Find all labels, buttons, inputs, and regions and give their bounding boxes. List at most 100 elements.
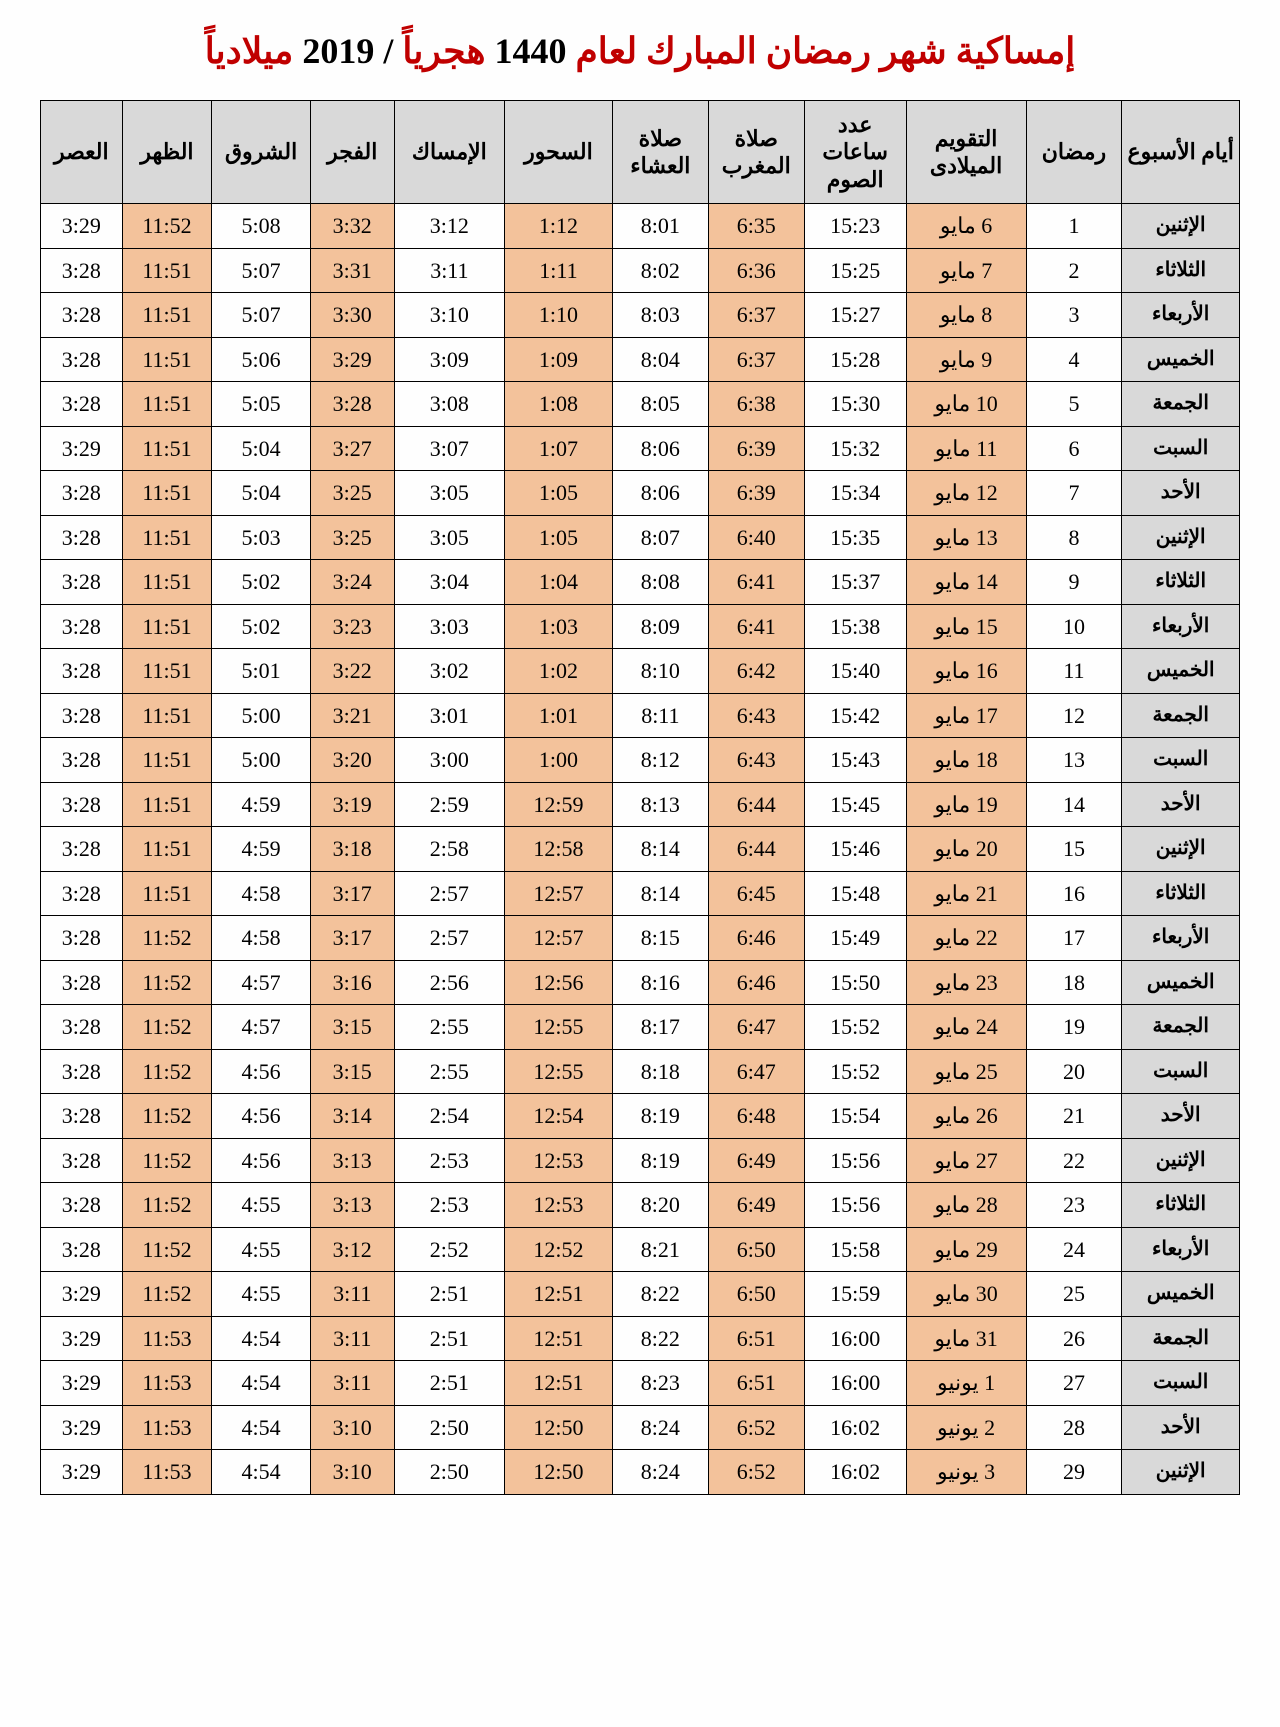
cell-isha: 8:06 xyxy=(612,426,708,471)
column-header: الفجر xyxy=(310,101,394,204)
cell-day: الجمعة xyxy=(1122,1316,1240,1361)
cell-fajr: 3:14 xyxy=(310,1094,394,1139)
cell-fajr: 3:21 xyxy=(310,693,394,738)
cell-imsak: 2:58 xyxy=(394,827,504,872)
table-row: 3:2811:524:563:152:5512:558:186:4715:522… xyxy=(41,1049,1240,1094)
cell-suhoor: 1:05 xyxy=(504,471,612,516)
cell-sunrise: 5:02 xyxy=(212,604,310,649)
cell-sunrise: 5:08 xyxy=(212,204,310,249)
cell-hours: 15:45 xyxy=(804,782,906,827)
cell-dhuhr: 11:51 xyxy=(122,515,212,560)
cell-imsak: 2:50 xyxy=(394,1405,504,1450)
cell-maghrib: 6:40 xyxy=(708,515,804,560)
table-row: 3:2811:514:593:182:5812:588:146:4415:462… xyxy=(41,827,1240,872)
cell-imsak: 3:10 xyxy=(394,293,504,338)
table-row: 3:2811:515:063:293:091:098:046:3715:289 … xyxy=(41,337,1240,382)
cell-hours: 15:35 xyxy=(804,515,906,560)
cell-fajr: 3:28 xyxy=(310,382,394,427)
cell-isha: 8:21 xyxy=(612,1227,708,1272)
cell-fajr: 3:13 xyxy=(310,1183,394,1228)
cell-asr: 3:28 xyxy=(41,248,123,293)
cell-maghrib: 6:44 xyxy=(708,827,804,872)
cell-suhoor: 1:01 xyxy=(504,693,612,738)
cell-isha: 8:14 xyxy=(612,871,708,916)
cell-asr: 3:28 xyxy=(41,515,123,560)
cell-hours: 15:34 xyxy=(804,471,906,516)
cell-ram: 10 xyxy=(1026,604,1122,649)
cell-sunrise: 5:05 xyxy=(212,382,310,427)
cell-imsak: 3:04 xyxy=(394,560,504,605)
cell-fajr: 3:12 xyxy=(310,1227,394,1272)
cell-isha: 8:08 xyxy=(612,560,708,605)
cell-asr: 3:29 xyxy=(41,1316,123,1361)
cell-day: السبت xyxy=(1122,426,1240,471)
cell-dhuhr: 11:52 xyxy=(122,1272,212,1317)
cell-imsak: 2:53 xyxy=(394,1138,504,1183)
table-row: 3:2911:534:543:112:5112:518:226:5116:003… xyxy=(41,1316,1240,1361)
table-row: 3:2811:515:003:203:001:008:126:4315:4318… xyxy=(41,738,1240,783)
cell-greg: 6 مايو xyxy=(906,204,1026,249)
cell-maghrib: 6:38 xyxy=(708,382,804,427)
cell-imsak: 2:51 xyxy=(394,1272,504,1317)
cell-isha: 8:20 xyxy=(612,1183,708,1228)
cell-fajr: 3:18 xyxy=(310,827,394,872)
cell-ram: 13 xyxy=(1026,738,1122,783)
cell-isha: 8:02 xyxy=(612,248,708,293)
cell-asr: 3:28 xyxy=(41,738,123,783)
cell-isha: 8:11 xyxy=(612,693,708,738)
cell-hours: 15:50 xyxy=(804,960,906,1005)
cell-imsak: 2:51 xyxy=(394,1316,504,1361)
cell-suhoor: 12:52 xyxy=(504,1227,612,1272)
cell-imsak: 3:12 xyxy=(394,204,504,249)
cell-ram: 8 xyxy=(1026,515,1122,560)
cell-fajr: 3:17 xyxy=(310,871,394,916)
cell-sunrise: 4:54 xyxy=(212,1316,310,1361)
table-row: 3:2911:534:543:102:5012:508:246:5216:022… xyxy=(41,1405,1240,1450)
cell-greg: 24 مايو xyxy=(906,1005,1026,1050)
cell-greg: 19 مايو xyxy=(906,782,1026,827)
cell-asr: 3:28 xyxy=(41,1227,123,1272)
cell-fajr: 3:10 xyxy=(310,1450,394,1495)
title-text-1: إمساكية شهر رمضان المبارك لعام xyxy=(566,31,1075,71)
cell-suhoor: 12:50 xyxy=(504,1405,612,1450)
cell-maghrib: 6:52 xyxy=(708,1450,804,1495)
title-text-3: ميلادياً xyxy=(205,31,303,71)
cell-imsak: 2:54 xyxy=(394,1094,504,1139)
cell-dhuhr: 11:52 xyxy=(122,1049,212,1094)
table-row: 3:2811:515:023:243:041:048:086:4115:3714… xyxy=(41,560,1240,605)
cell-asr: 3:29 xyxy=(41,204,123,249)
cell-dhuhr: 11:51 xyxy=(122,782,212,827)
cell-imsak: 2:52 xyxy=(394,1227,504,1272)
cell-ram: 29 xyxy=(1026,1450,1122,1495)
cell-maghrib: 6:47 xyxy=(708,1005,804,1050)
cell-ram: 2 xyxy=(1026,248,1122,293)
cell-hours: 15:52 xyxy=(804,1049,906,1094)
cell-fajr: 3:15 xyxy=(310,1049,394,1094)
cell-hours: 15:25 xyxy=(804,248,906,293)
cell-asr: 3:28 xyxy=(41,1094,123,1139)
table-row: 3:2811:515:033:253:051:058:076:4015:3513… xyxy=(41,515,1240,560)
table-header-row: العصرالظهرالشروقالفجرالإمساكالسحورصلاة ا… xyxy=(41,101,1240,204)
cell-day: الأحد xyxy=(1122,471,1240,516)
cell-hours: 15:23 xyxy=(804,204,906,249)
cell-fajr: 3:22 xyxy=(310,649,394,694)
cell-dhuhr: 11:52 xyxy=(122,1183,212,1228)
table-body: 3:2911:525:083:323:121:128:016:3515:236 … xyxy=(41,204,1240,1495)
cell-hours: 15:27 xyxy=(804,293,906,338)
cell-hours: 16:02 xyxy=(804,1450,906,1495)
cell-hours: 15:52 xyxy=(804,1005,906,1050)
cell-sunrise: 5:04 xyxy=(212,426,310,471)
cell-isha: 8:24 xyxy=(612,1450,708,1495)
cell-asr: 3:28 xyxy=(41,604,123,649)
cell-asr: 3:29 xyxy=(41,1450,123,1495)
cell-sunrise: 5:02 xyxy=(212,560,310,605)
cell-maghrib: 6:49 xyxy=(708,1138,804,1183)
cell-dhuhr: 11:53 xyxy=(122,1361,212,1406)
cell-asr: 3:28 xyxy=(41,382,123,427)
cell-dhuhr: 11:52 xyxy=(122,960,212,1005)
table-row: 3:2911:525:083:323:121:128:016:3515:236 … xyxy=(41,204,1240,249)
cell-day: الأربعاء xyxy=(1122,604,1240,649)
cell-dhuhr: 11:51 xyxy=(122,827,212,872)
cell-ram: 14 xyxy=(1026,782,1122,827)
cell-imsak: 2:50 xyxy=(394,1450,504,1495)
